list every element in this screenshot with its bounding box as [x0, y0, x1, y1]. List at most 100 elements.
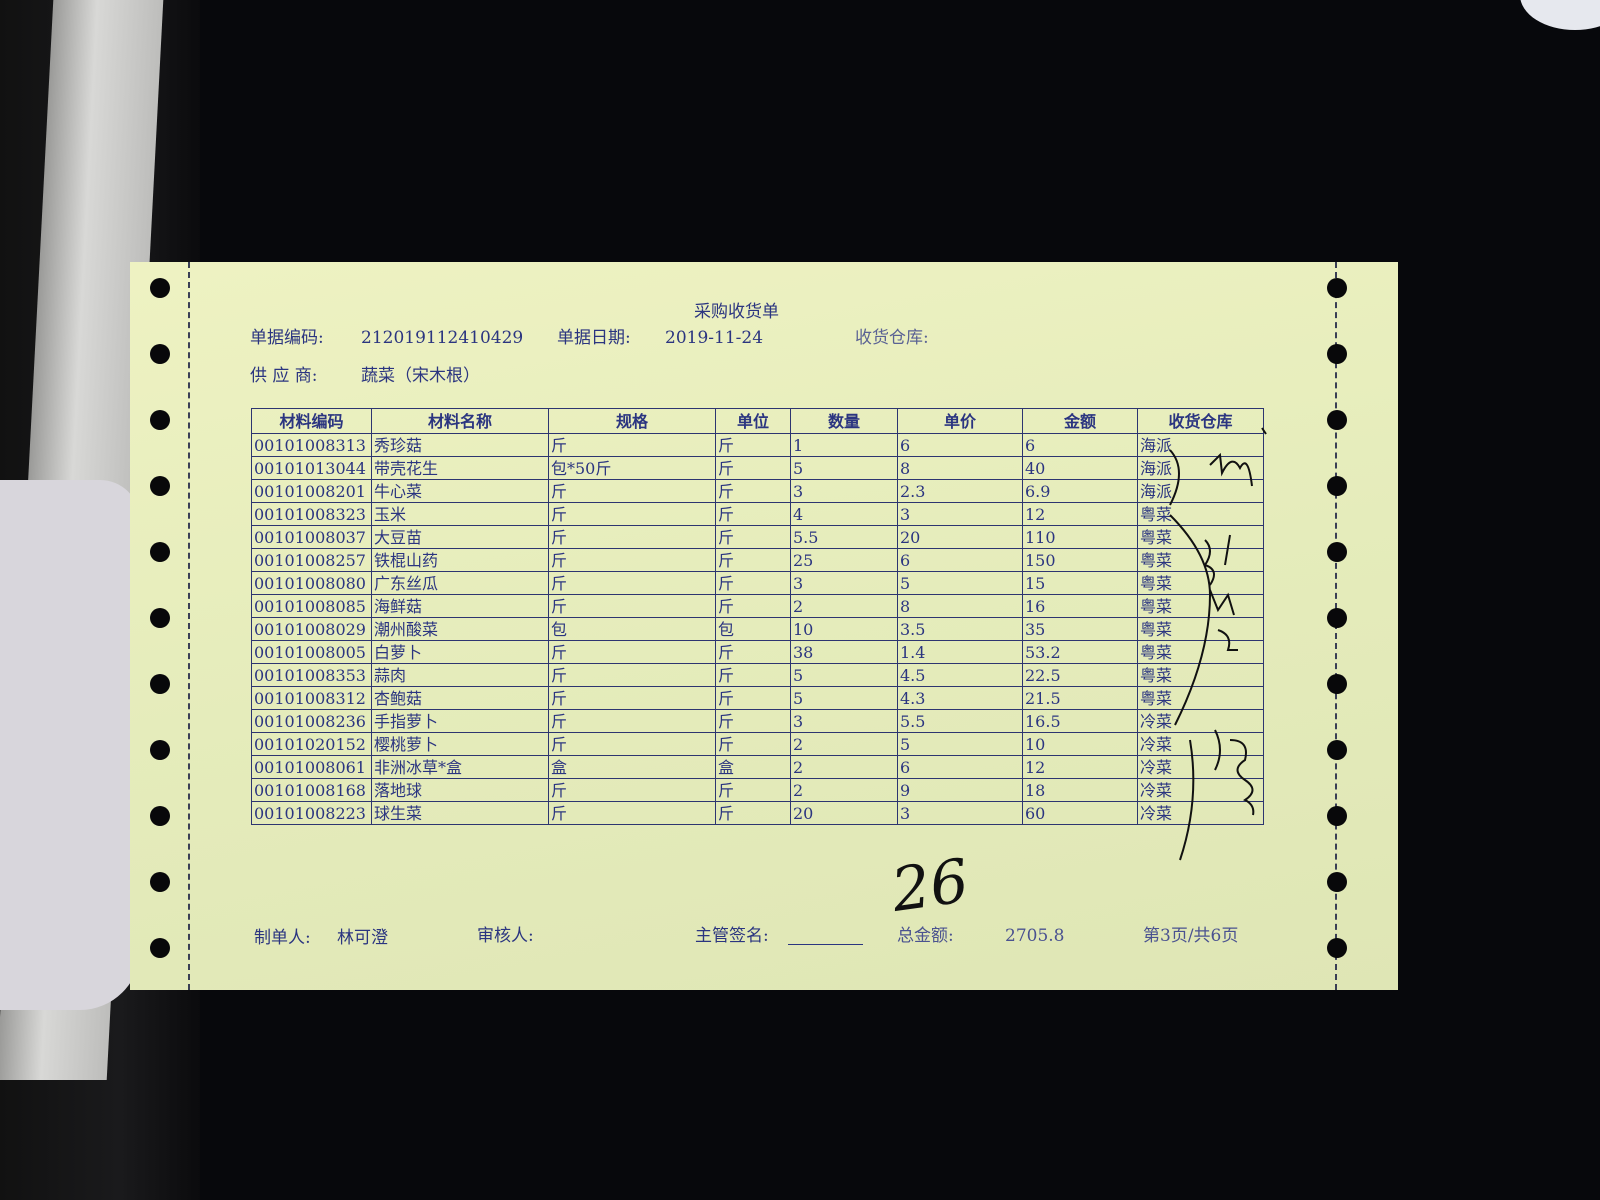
sprocket-hole — [1327, 872, 1347, 892]
supervisor-signature-line — [788, 944, 863, 945]
table-cell-price: 3 — [897, 801, 1023, 825]
warehouse-label: 收货仓库: — [855, 328, 929, 348]
table-cell-code: 00101008223 — [251, 801, 372, 825]
doc-date-label: 单据日期: — [557, 328, 631, 348]
table-cell-qty: 3 — [790, 571, 898, 595]
column-header: 收货仓库 — [1137, 408, 1264, 434]
table-cell-code: 00101008168 — [251, 778, 372, 802]
column-header: 材料名称 — [371, 408, 549, 434]
table-cell-spec: 斤 — [548, 479, 716, 503]
table-cell-warehouse: 粤菜 — [1137, 525, 1264, 549]
sprocket-hole — [1327, 476, 1347, 496]
table-row: 00101008223 球生菜斤斤 20 3 60 冷菜 — [251, 801, 1264, 825]
table-cell-code: 00101008061 — [251, 755, 372, 779]
sprocket-hole — [1327, 938, 1347, 958]
table-row: 00101008168 落地球斤斤 2 9 18 冷菜 — [251, 778, 1264, 802]
table-cell-unit: 斤 — [715, 663, 791, 687]
table-cell-price: 9 — [897, 778, 1023, 802]
table-cell-code: 00101008037 — [251, 525, 372, 549]
table-cell-warehouse: 冷菜 — [1137, 755, 1264, 779]
table-cell-spec: 包*50斤 — [548, 456, 716, 480]
table-cell-price: 3 — [897, 502, 1023, 526]
items-table: 材料编码 材料名称 规格 单位 数量 单价 金额 收货仓库 00101008313 秀珍菇斤斤 1… — [251, 408, 1264, 825]
table-cell-warehouse: 冷菜 — [1137, 709, 1264, 733]
sprocket-hole — [150, 542, 170, 562]
table-header-row: 材料编码 材料名称 规格 单位 数量 单价 金额 收货仓库 — [251, 408, 1264, 434]
table-cell-price: 6 — [897, 548, 1023, 572]
table-row: 00101008061 非洲冰草*盒盒盒 2 6 12 冷菜 — [251, 755, 1264, 779]
handwritten-note-2 — [1203, 534, 1238, 651]
handwritten-bracket-yuecai — [1169, 514, 1212, 726]
table-row: 00101008029 潮州酸菜包包 10 3.5 35 粤菜 — [251, 617, 1264, 641]
table-cell-spec: 斤 — [548, 571, 716, 595]
table-cell-code: 00101008201 — [251, 479, 372, 503]
table-cell-amount: 16.5 — [1022, 709, 1138, 733]
table-cell-price: 4.3 — [897, 686, 1023, 710]
column-header: 规格 — [548, 408, 716, 434]
sprocket-hole — [150, 278, 170, 298]
total-amount: 2705.8 — [1005, 926, 1065, 946]
table-cell-qty: 5.5 — [790, 525, 898, 549]
sprocket-hole — [150, 410, 170, 430]
table-cell-unit: 斤 — [715, 801, 791, 825]
table-cell-spec: 斤 — [548, 640, 716, 664]
table-cell-price: 5.5 — [897, 709, 1023, 733]
doc-date: 2019-11-24 — [665, 328, 764, 348]
column-header: 金额 — [1022, 408, 1138, 434]
table-cell-code: 00101008257 — [251, 548, 372, 572]
handwritten-bracket-lengcai — [1179, 739, 1195, 861]
table-cell-warehouse: 海派 — [1137, 456, 1264, 480]
table-cell-warehouse: 粤菜 — [1137, 502, 1264, 526]
table-cell-amount: 40 — [1022, 456, 1138, 480]
perforation-left — [188, 262, 190, 990]
table-cell-unit: 斤 — [715, 571, 791, 595]
table-row: 00101008312 杏鲍菇斤斤 5 4.3 21.5 粤菜 — [251, 686, 1264, 710]
table-cell-name: 大豆苗 — [371, 525, 549, 549]
handwritten-note-3 — [1214, 729, 1255, 816]
sprocket-hole — [150, 872, 170, 892]
table-cell-name: 球生菜 — [371, 801, 549, 825]
reviewer-label: 审核人: — [477, 926, 534, 946]
supervisor-label: 主管签名: — [695, 926, 769, 946]
doc-no: 212019112410429 — [361, 328, 524, 348]
table-cell-qty: 4 — [790, 502, 898, 526]
table-cell-warehouse: 粤菜 — [1137, 571, 1264, 595]
table-cell-amount: 22.5 — [1022, 663, 1138, 687]
handwritten-note-1 — [1209, 427, 1267, 487]
table-cell-price: 2.3 — [897, 479, 1023, 503]
table-cell-name: 蒜肉 — [371, 663, 549, 687]
table-row: 00101008313 秀珍菇斤斤 1 6 6 海派 — [251, 433, 1264, 457]
table-cell-code: 00101008323 — [251, 502, 372, 526]
total-label: 总金额: — [897, 926, 954, 946]
sprocket-hole — [1327, 410, 1347, 430]
table-cell-amount: 16 — [1022, 594, 1138, 618]
table-row: 00101008201 牛心菜斤斤 3 2.3 6.9 海派 — [251, 479, 1264, 503]
sprocket-hole — [150, 476, 170, 496]
table-cell-name: 樱桃萝卜 — [371, 732, 549, 756]
doc-no-label: 单据编码: — [250, 328, 324, 348]
table-cell-amount: 35 — [1022, 617, 1138, 641]
table-cell-amount: 6.9 — [1022, 479, 1138, 503]
table-cell-code: 00101008029 — [251, 617, 372, 641]
table-row: 00101008080 广东丝瓜斤斤 3 5 15 粤菜 — [251, 571, 1264, 595]
table-cell-name: 非洲冰草*盒 — [371, 755, 549, 779]
table-cell-qty: 5 — [790, 456, 898, 480]
table-cell-warehouse: 粤菜 — [1137, 548, 1264, 572]
table-cell-spec: 包 — [548, 617, 716, 641]
table-cell-unit: 斤 — [715, 456, 791, 480]
sprocket-hole — [150, 740, 170, 760]
table-cell-warehouse: 粤菜 — [1137, 663, 1264, 687]
table-cell-spec: 盒 — [548, 755, 716, 779]
sprocket-hole — [150, 806, 170, 826]
table-cell-amount: 15 — [1022, 571, 1138, 595]
table-row: 00101008085 海鲜菇斤斤 2 8 16 粤菜 — [251, 594, 1264, 618]
background-cloth — [0, 480, 140, 1010]
table-cell-qty: 5 — [790, 686, 898, 710]
table-cell-qty: 20 — [790, 801, 898, 825]
column-header: 材料编码 — [251, 408, 372, 434]
table-cell-code: 00101008080 — [251, 571, 372, 595]
sprocket-hole — [150, 674, 170, 694]
table-cell-name: 潮州酸菜 — [371, 617, 549, 641]
supplier-label: 供 应 商: — [250, 366, 318, 386]
